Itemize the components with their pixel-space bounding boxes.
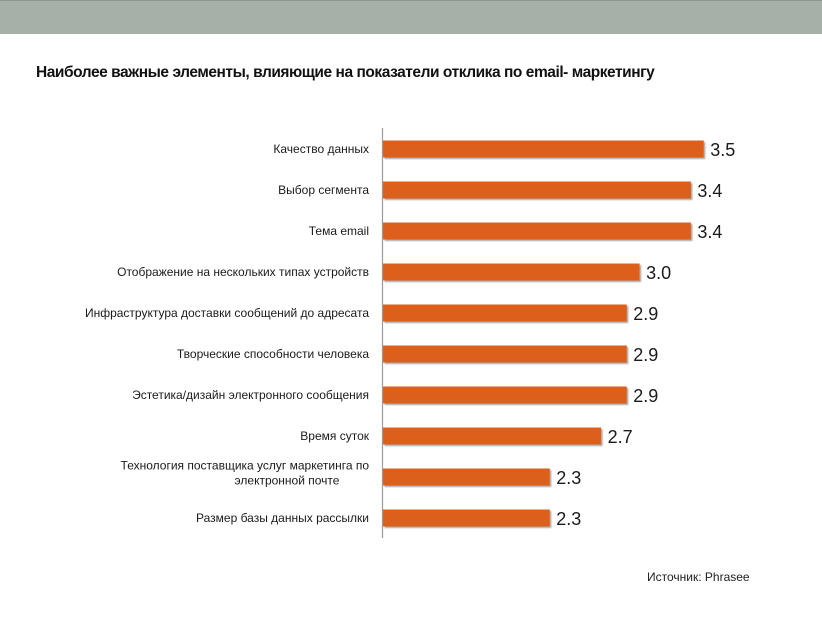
category-label-3: Отображение на нескольких типах устройст…	[117, 265, 369, 279]
value-label-9: 2.3	[556, 509, 581, 529]
category-label-8-line-1: электронной почте	[235, 474, 340, 488]
bar-3	[383, 263, 640, 281]
bar-9	[383, 509, 550, 527]
category-label-6: Эстетика/дизайн электронного сообщения	[132, 388, 369, 402]
bar-7	[383, 427, 602, 445]
value-label-0: 3.5	[710, 140, 735, 160]
value-labels-group: 3.5 3.4 3.4 3.0 2.9 2.9 2.9 2.7 2.3 2.3	[556, 140, 735, 529]
bar-0	[383, 140, 704, 158]
value-label-6: 2.9	[633, 386, 658, 406]
source-note: Источник: Phrasee	[647, 570, 750, 584]
bar-1	[383, 181, 691, 199]
bar-2	[383, 222, 691, 240]
value-label-1: 3.4	[697, 181, 722, 201]
value-label-8: 2.3	[556, 468, 581, 488]
category-label-5: Творческие способности человека	[177, 347, 369, 361]
category-label-4: Инфраструктура доставки сообщений до адр…	[85, 306, 369, 320]
value-label-5: 2.9	[633, 345, 658, 365]
value-label-3: 3.0	[646, 263, 671, 283]
value-label-4: 2.9	[633, 304, 658, 324]
category-label-8: Технология поставщика услуг маркетинга п…	[121, 459, 370, 488]
bar-5	[383, 345, 627, 363]
header-band	[0, 0, 822, 34]
bar-6	[383, 386, 627, 404]
category-label-7: Время суток	[300, 429, 369, 443]
bars-group	[383, 140, 704, 527]
chart-title: Наиболее важные элементы, влияющие на по…	[36, 64, 655, 81]
category-label-2: Тема email	[309, 224, 369, 238]
category-labels-group: Качество данных Выбор сегмента Тема email О…	[85, 142, 370, 525]
bar-4	[383, 304, 627, 322]
category-label-8-line-0: Технология поставщика услуг маркетинга п…	[121, 459, 370, 473]
value-label-7: 2.7	[608, 427, 633, 447]
value-label-2: 3.4	[697, 222, 722, 242]
category-label-0: Качество данных	[273, 142, 369, 156]
category-label-1: Выбор сегмента	[278, 183, 369, 197]
bar-8	[383, 468, 550, 486]
category-label-9: Размер базы данных рассылки	[196, 511, 369, 525]
